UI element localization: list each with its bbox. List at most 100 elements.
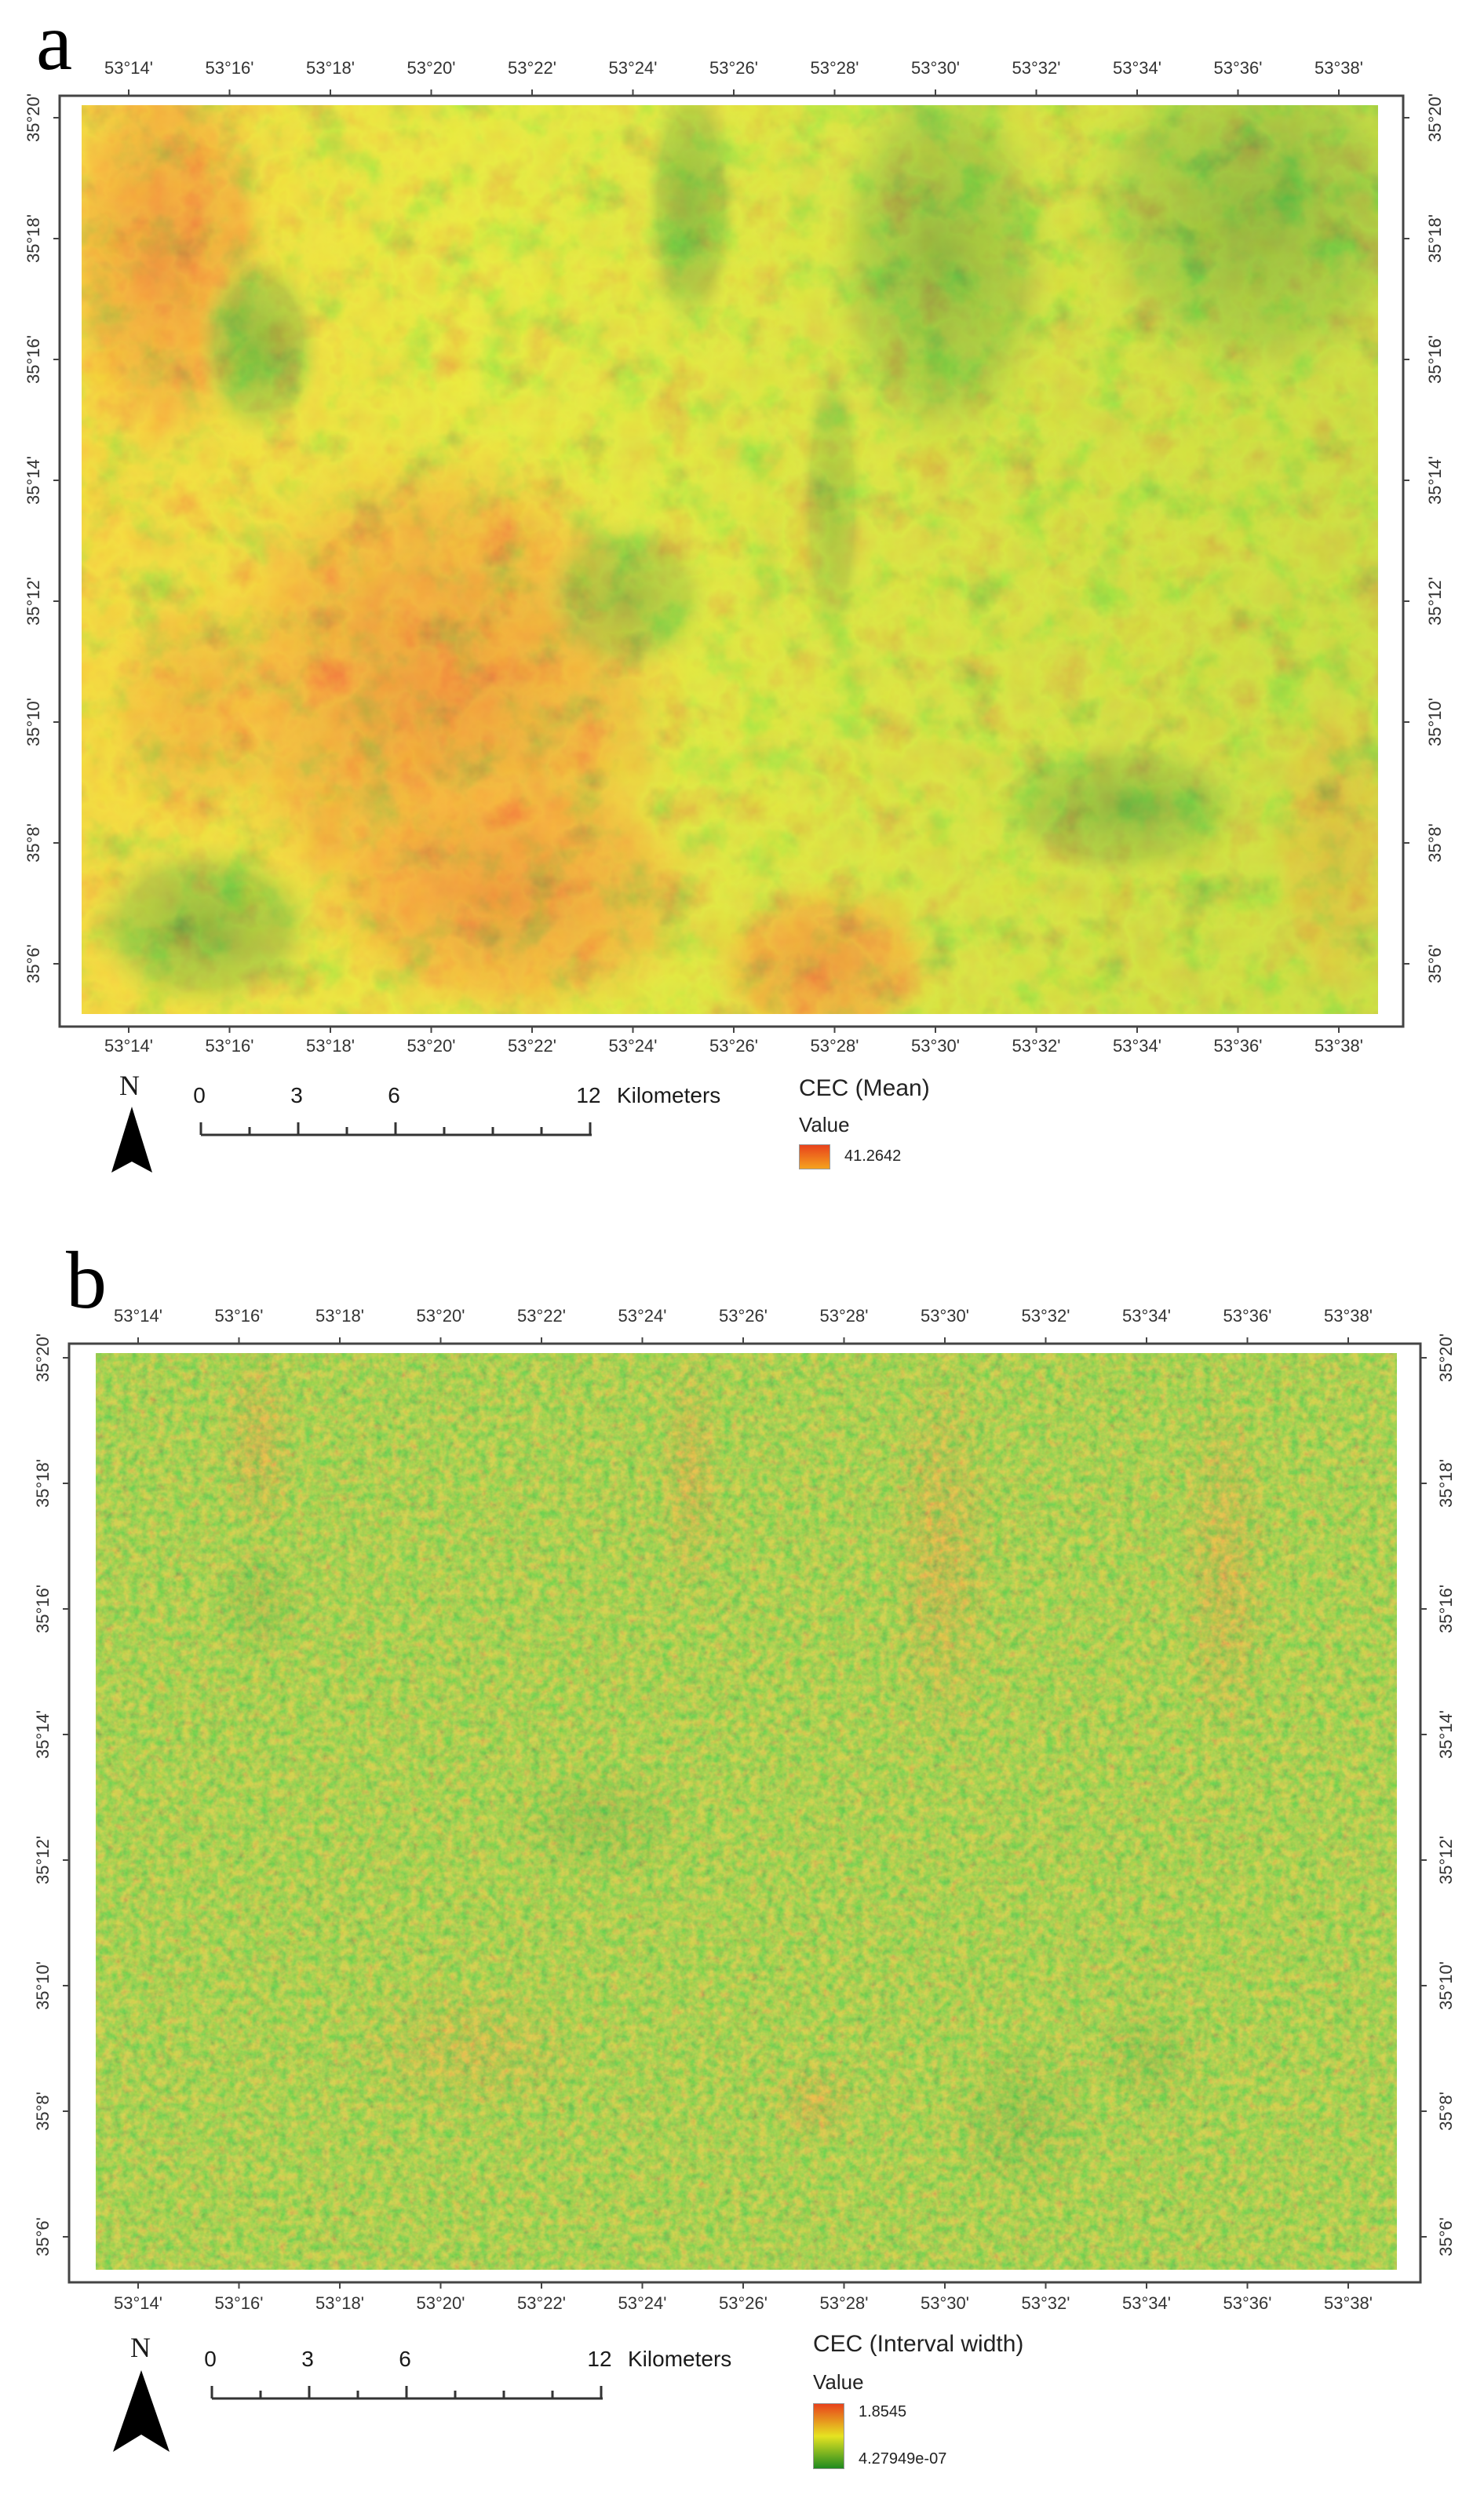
graticule-label: 35°20' (1425, 93, 1445, 142)
graticule-label: 35°10' (24, 698, 43, 746)
right-latitude-labels: 35°20' 35°18' 35°16' 35°14' 35°12' 35°10' 35°8… (1403, 93, 1445, 983)
graticule-label: 35°8' (1425, 823, 1445, 863)
scale-tick-label: 0 (204, 2347, 217, 2371)
legend-title: CEC (Mean) (799, 1075, 930, 1101)
map-frame (67, 1342, 1422, 2284)
scale-tick-label: 12 (576, 1083, 601, 1107)
graticule-label: 53°14' (104, 1036, 153, 1056)
legend-high-value: 1.8545 (859, 2403, 907, 2420)
scale-bar: 0 3 6 12 Kilometers (204, 2347, 760, 2417)
panel-letter: a (36, 0, 73, 87)
legend-low-value: 4.27949e-07 (859, 2450, 947, 2468)
graticule-label: 53°24' (618, 1306, 667, 1326)
bottom-longitude-labels: 53°14' 53°16' 53°18' 53°20' 53°22' 53°24' 53°2… (114, 2282, 1373, 2313)
graticule-label: 35°8' (24, 823, 43, 863)
graticule-label: 53°36' (1223, 1306, 1272, 1326)
left-latitude-labels: 35°20' 35°18' 35°16' 35°14' 35°12' 35°10' 35°8… (33, 1333, 69, 2256)
graticule-label: 53°38' (1314, 58, 1363, 78)
graticule-label: 53°30' (921, 2293, 969, 2313)
graticule-label: 53°38' (1314, 1036, 1363, 1056)
graticule-label: 53°18' (306, 1036, 355, 1056)
scale-bar-line (199, 1122, 592, 1136)
legend-color-ramp (813, 2403, 844, 2469)
scale-tick-label: 6 (399, 2347, 411, 2371)
graticule-label: 35°12' (24, 577, 43, 626)
graticule-label: 53°36' (1223, 2293, 1272, 2313)
graticule-label: 53°18' (306, 58, 355, 78)
graticule-label: 53°28' (820, 1306, 869, 1326)
panel-letter: b (66, 1235, 107, 1326)
graticule-label: 53°34' (1113, 1036, 1161, 1056)
graticule-label: 53°14' (114, 1306, 162, 1326)
graticule-label: 53°14' (114, 2293, 162, 2313)
graticule-label: 53°26' (709, 58, 758, 78)
graticule-label: 53°14' (104, 58, 153, 78)
graticule-label: 35°20' (1436, 1333, 1456, 1382)
graticule-label: 53°22' (508, 1036, 556, 1056)
graticule-label: 35°18' (1436, 1459, 1456, 1508)
graticule-label: 53°16' (215, 2293, 264, 2313)
graticule-label: 53°34' (1122, 1306, 1171, 1326)
top-longitude-labels: 53°14' 53°16' 53°18' 53°20' 53°22' 53°24' 53°2… (114, 1306, 1373, 1344)
left-latitude-labels: 35°20' 35°18' 35°16' 35°14' 35°12' 35°10' 35°8… (24, 93, 60, 983)
north-arrow-icon (113, 2370, 170, 2452)
legend-value-label: Value (799, 1113, 850, 1136)
cec-mean-map: 53°14' 53°16' 53°18' 53°20' 53°22' 53°24' 53°2… (24, 58, 1445, 1056)
scale-unit-label: Kilometers (617, 1083, 721, 1107)
graticule-label: 35°18' (24, 214, 43, 263)
scale-tick-label: 6 (388, 1083, 400, 1107)
graticule-label: 35°20' (24, 93, 43, 142)
raster-layer (82, 105, 1378, 1014)
scale-bar: 0 3 6 12 Kilometers (193, 1083, 749, 1154)
graticule-label: 35°10' (33, 1961, 53, 2010)
scale-tick-label: 12 (587, 2347, 612, 2371)
graticule-label: 53°20' (407, 1036, 456, 1056)
graticule-label: 35°8' (1436, 2092, 1456, 2131)
map-frame (58, 94, 1405, 1028)
graticule-label: 53°26' (719, 2293, 768, 2313)
graticule-label: 35°14' (24, 456, 43, 505)
graticule-label: 53°16' (206, 58, 254, 78)
graticule-label: 53°32' (1022, 2293, 1070, 2313)
legend: CEC (Mean) Value 41.2642 (799, 1075, 1113, 1177)
graticule-label: 53°36' (1214, 58, 1263, 78)
graticule-label: 53°24' (609, 58, 658, 78)
map-panel-b: b (0, 1240, 1484, 2496)
graticule-label: 35°16' (24, 335, 43, 384)
graticule-label: 35°18' (33, 1459, 53, 1508)
graticule-label: 53°26' (719, 1306, 768, 1326)
graticule-label: 53°22' (517, 1306, 566, 1326)
graticule-label: 53°18' (315, 1306, 364, 1326)
graticule-label: 53°36' (1214, 1036, 1263, 1056)
north-arrow: N (110, 2331, 173, 2457)
graticule-label: 53°32' (1012, 1036, 1061, 1056)
graticule-label: 53°16' (215, 1306, 264, 1326)
legend-value-label: Value (813, 2370, 864, 2394)
graticule-label: 35°12' (1436, 1836, 1456, 1884)
graticule-label: 53°28' (811, 58, 859, 78)
graticule-label: 35°20' (33, 1333, 53, 1382)
cec-interval-width-map: 53°14' 53°16' 53°18' 53°20' 53°22' 53°24' 53°2… (33, 1306, 1456, 2313)
graticule-label: 53°20' (417, 1306, 465, 1326)
right-latitude-labels: 35°20' 35°18' 35°16' 35°14' 35°12' 35°10' 35°8… (1420, 1333, 1456, 2256)
graticule-label: 53°32' (1022, 1306, 1070, 1326)
scale-bar-line (210, 2386, 603, 2400)
scale-unit-label: Kilometers (628, 2347, 732, 2371)
graticule-label: 53°28' (811, 1036, 859, 1056)
graticule-label: 35°14' (1425, 456, 1445, 505)
graticule-label: 53°34' (1122, 2293, 1171, 2313)
legend-title: CEC (Interval width) (813, 2331, 1024, 2357)
graticule-label: 35°10' (1436, 1961, 1456, 2010)
graticule-label: 53°16' (206, 1036, 254, 1056)
graticule-label: 53°38' (1324, 2293, 1373, 2313)
graticule-label: 53°22' (508, 58, 556, 78)
graticule-label: 53°22' (517, 2293, 566, 2313)
legend-color-swatch (799, 1144, 830, 1169)
graticule-label: 35°6' (24, 944, 43, 983)
legend: CEC (Interval width) Value 1.8545 4.2794… (813, 2331, 1143, 2480)
graticule-label: 53°32' (1012, 58, 1061, 78)
graticule-label: 53°28' (820, 2293, 869, 2313)
graticule-label: 35°10' (1425, 698, 1445, 746)
bottom-longitude-labels: 53°14' 53°16' 53°18' 53°20' 53°22' 53°24' 53°2… (104, 1027, 1363, 1056)
north-arrow: N (108, 1069, 155, 1173)
